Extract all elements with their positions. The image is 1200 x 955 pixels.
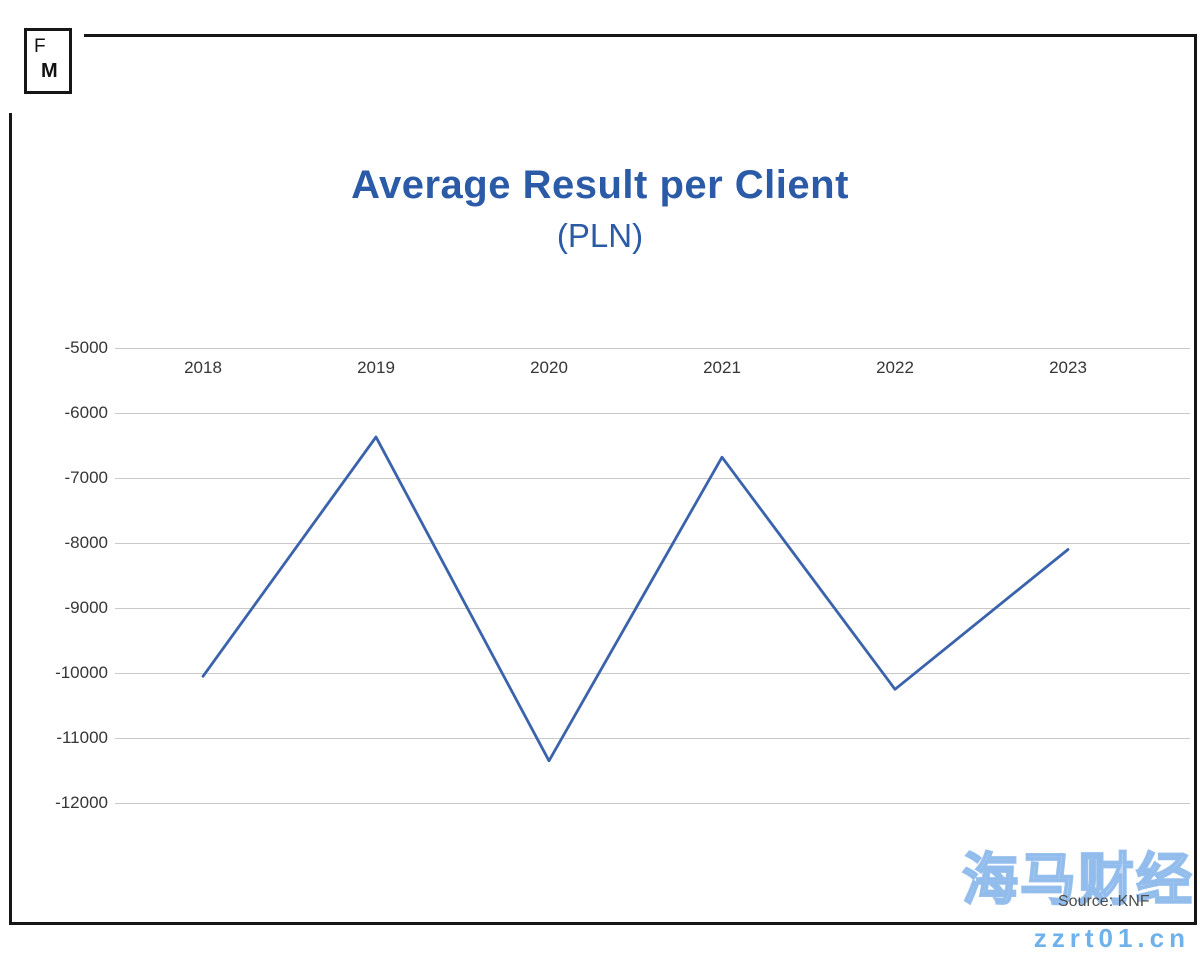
y-axis-tick-label: -6000 [64,403,108,422]
x-axis-tick-label: 2022 [876,358,914,377]
plot-area: -5000 -6000 -7000 -8000 -9000 -10000 -11000 -12… [55,338,1190,812]
source-attribution: Source: KNF [1058,893,1150,910]
gridline [115,348,1190,349]
x-axis-tick-label: 2019 [357,358,395,377]
frame-border-bottom [9,922,1197,925]
y-axis-tick-label: -5000 [64,338,108,357]
chart-subtitle: (PLN) [556,217,644,254]
chart-title: Average Result per Client [351,163,849,207]
frame-border-left [9,113,12,925]
y-axis-tick-label: -11000 [56,728,108,747]
y-axis-tick-label: -10000 [55,663,108,682]
x-axis-tick-label: 2020 [530,358,568,377]
logo-letter-f: F [34,36,46,57]
line-series-svg [201,435,1070,763]
gridline [115,738,1190,739]
y-axis-tick-label: -8000 [64,533,108,552]
gridline [115,803,1190,804]
x-axis-tick-label: 2018 [184,358,222,377]
gridline [115,478,1190,479]
x-axis-tick-label: 2023 [1049,358,1087,377]
frame-border-right [1194,34,1197,925]
watermark-url: zzrt01.cn [1033,923,1190,953]
chart-line [201,435,1070,763]
y-axis-tick-label: -12000 [55,793,108,812]
gridline [115,608,1190,609]
y-axis-tick-label: -9000 [64,598,108,617]
x-axis-tick-label: 2021 [703,358,741,377]
logo-letter-m: M [41,59,58,82]
watermark-cjk-text: 海马财经 [961,848,1194,911]
y-axis-tick-label: -7000 [64,468,108,487]
gridline [115,413,1190,414]
gridline [115,673,1190,674]
fm-logo: F M [24,28,72,94]
frame-border-top [84,34,1197,37]
gridline [115,543,1190,544]
